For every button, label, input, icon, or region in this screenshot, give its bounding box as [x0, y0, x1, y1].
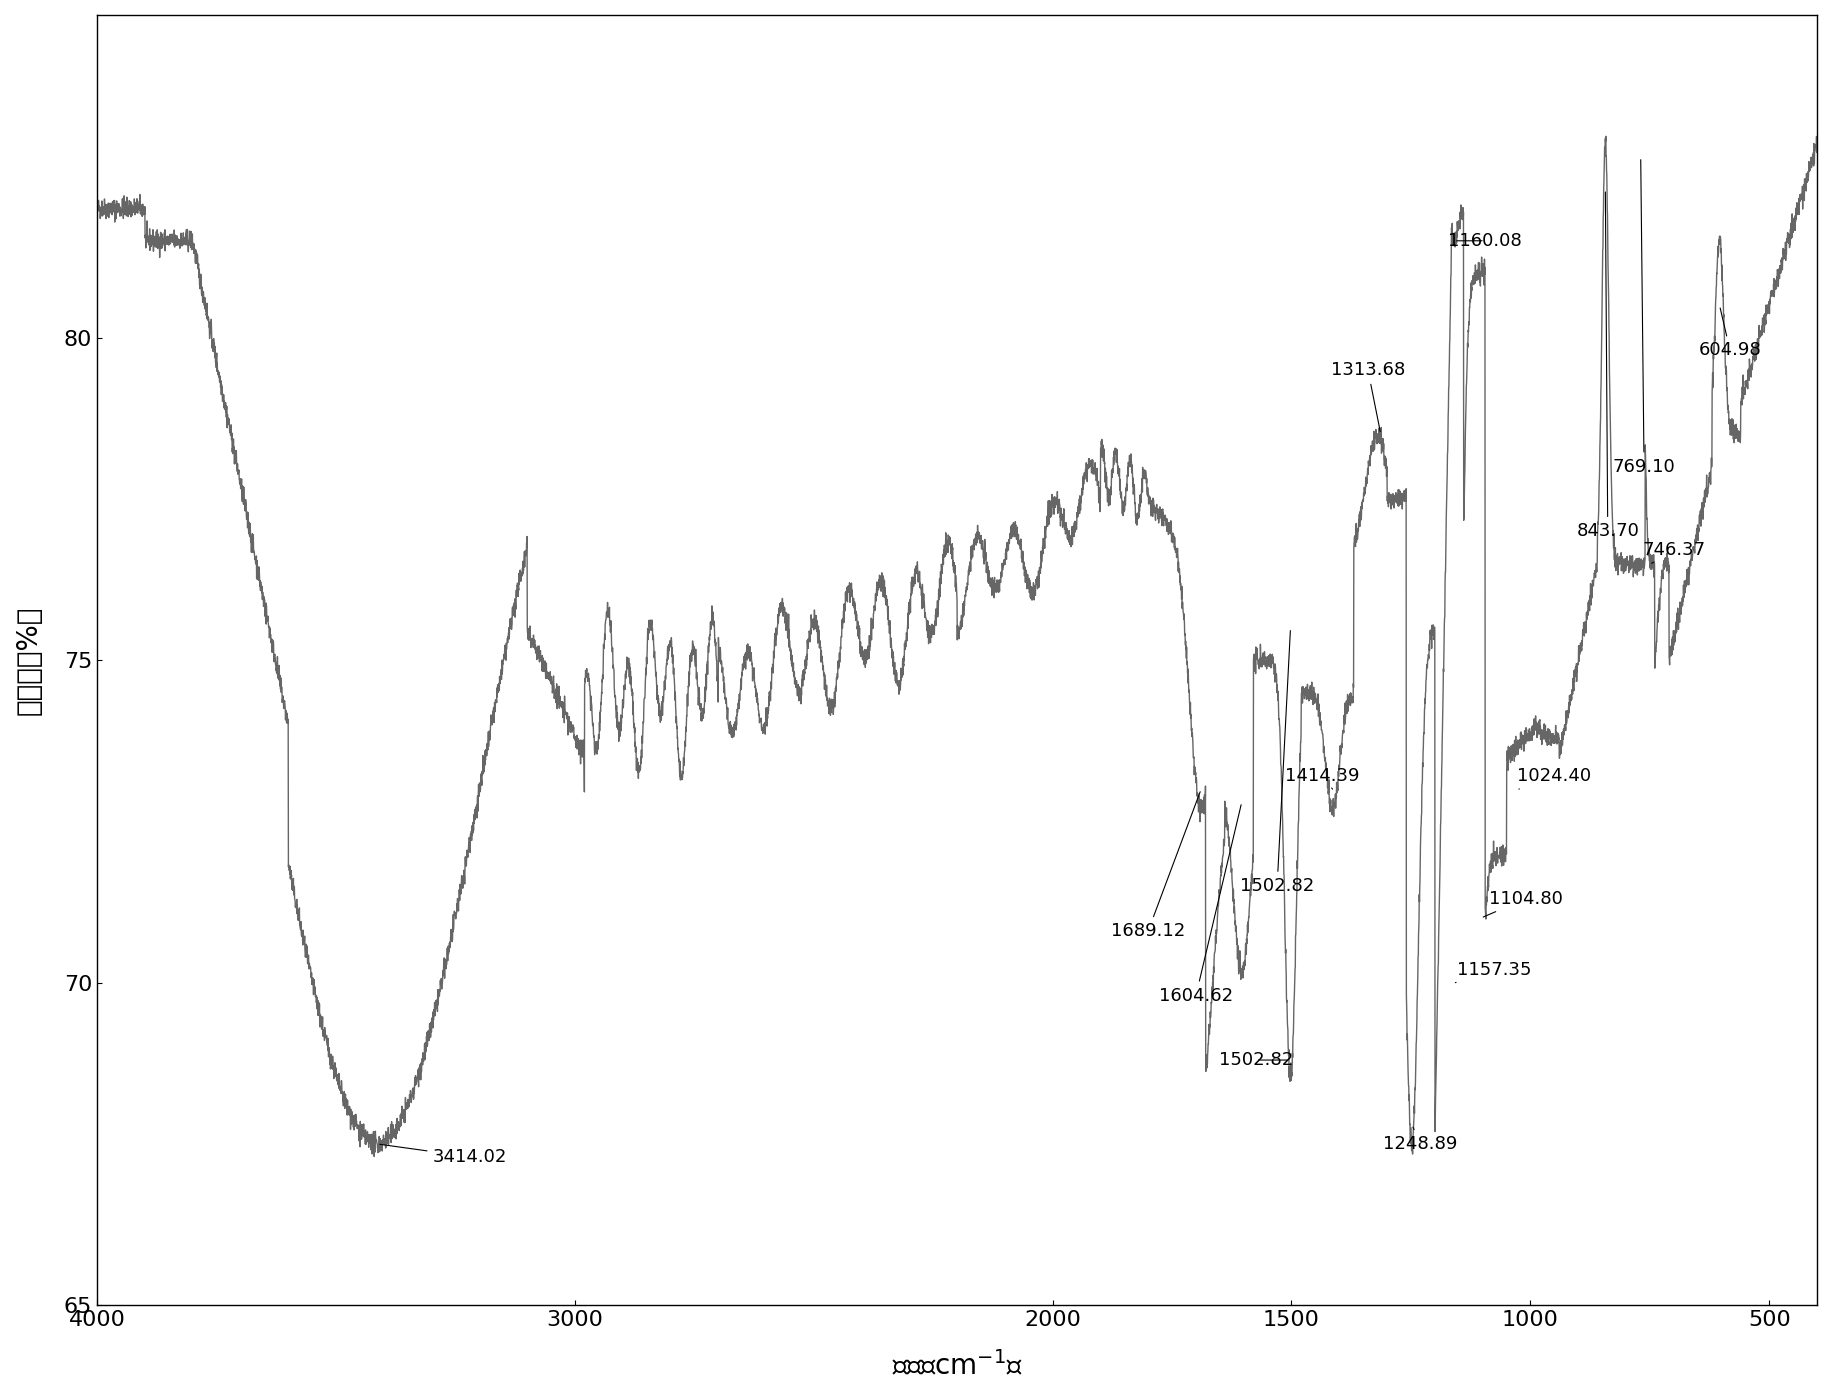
- Text: 1160.08: 1160.08: [1447, 232, 1522, 250]
- Text: 1104.80: 1104.80: [1484, 889, 1563, 917]
- X-axis label: 波数（cm$^{-1}$）: 波数（cm$^{-1}$）: [892, 1351, 1022, 1381]
- Text: 1157.35: 1157.35: [1455, 960, 1532, 983]
- Text: 1024.40: 1024.40: [1517, 768, 1592, 789]
- Text: 1414.39: 1414.39: [1286, 768, 1359, 789]
- Text: 1604.62: 1604.62: [1160, 804, 1240, 1005]
- Text: 1248.89: 1248.89: [1383, 1127, 1458, 1153]
- Text: 3414.02: 3414.02: [379, 1145, 507, 1166]
- Y-axis label: 透过率（%）: 透过率（%）: [15, 606, 42, 715]
- Text: 746.37: 746.37: [1641, 542, 1706, 564]
- Text: 769.10: 769.10: [1612, 159, 1676, 476]
- Text: 1689.12: 1689.12: [1110, 792, 1200, 940]
- Text: 1502.82: 1502.82: [1218, 1051, 1293, 1069]
- Text: 1502.82: 1502.82: [1240, 631, 1314, 895]
- Text: 604.98: 604.98: [1698, 309, 1761, 359]
- Text: 1313.68: 1313.68: [1330, 360, 1405, 431]
- Text: 843.70: 843.70: [1576, 193, 1640, 540]
